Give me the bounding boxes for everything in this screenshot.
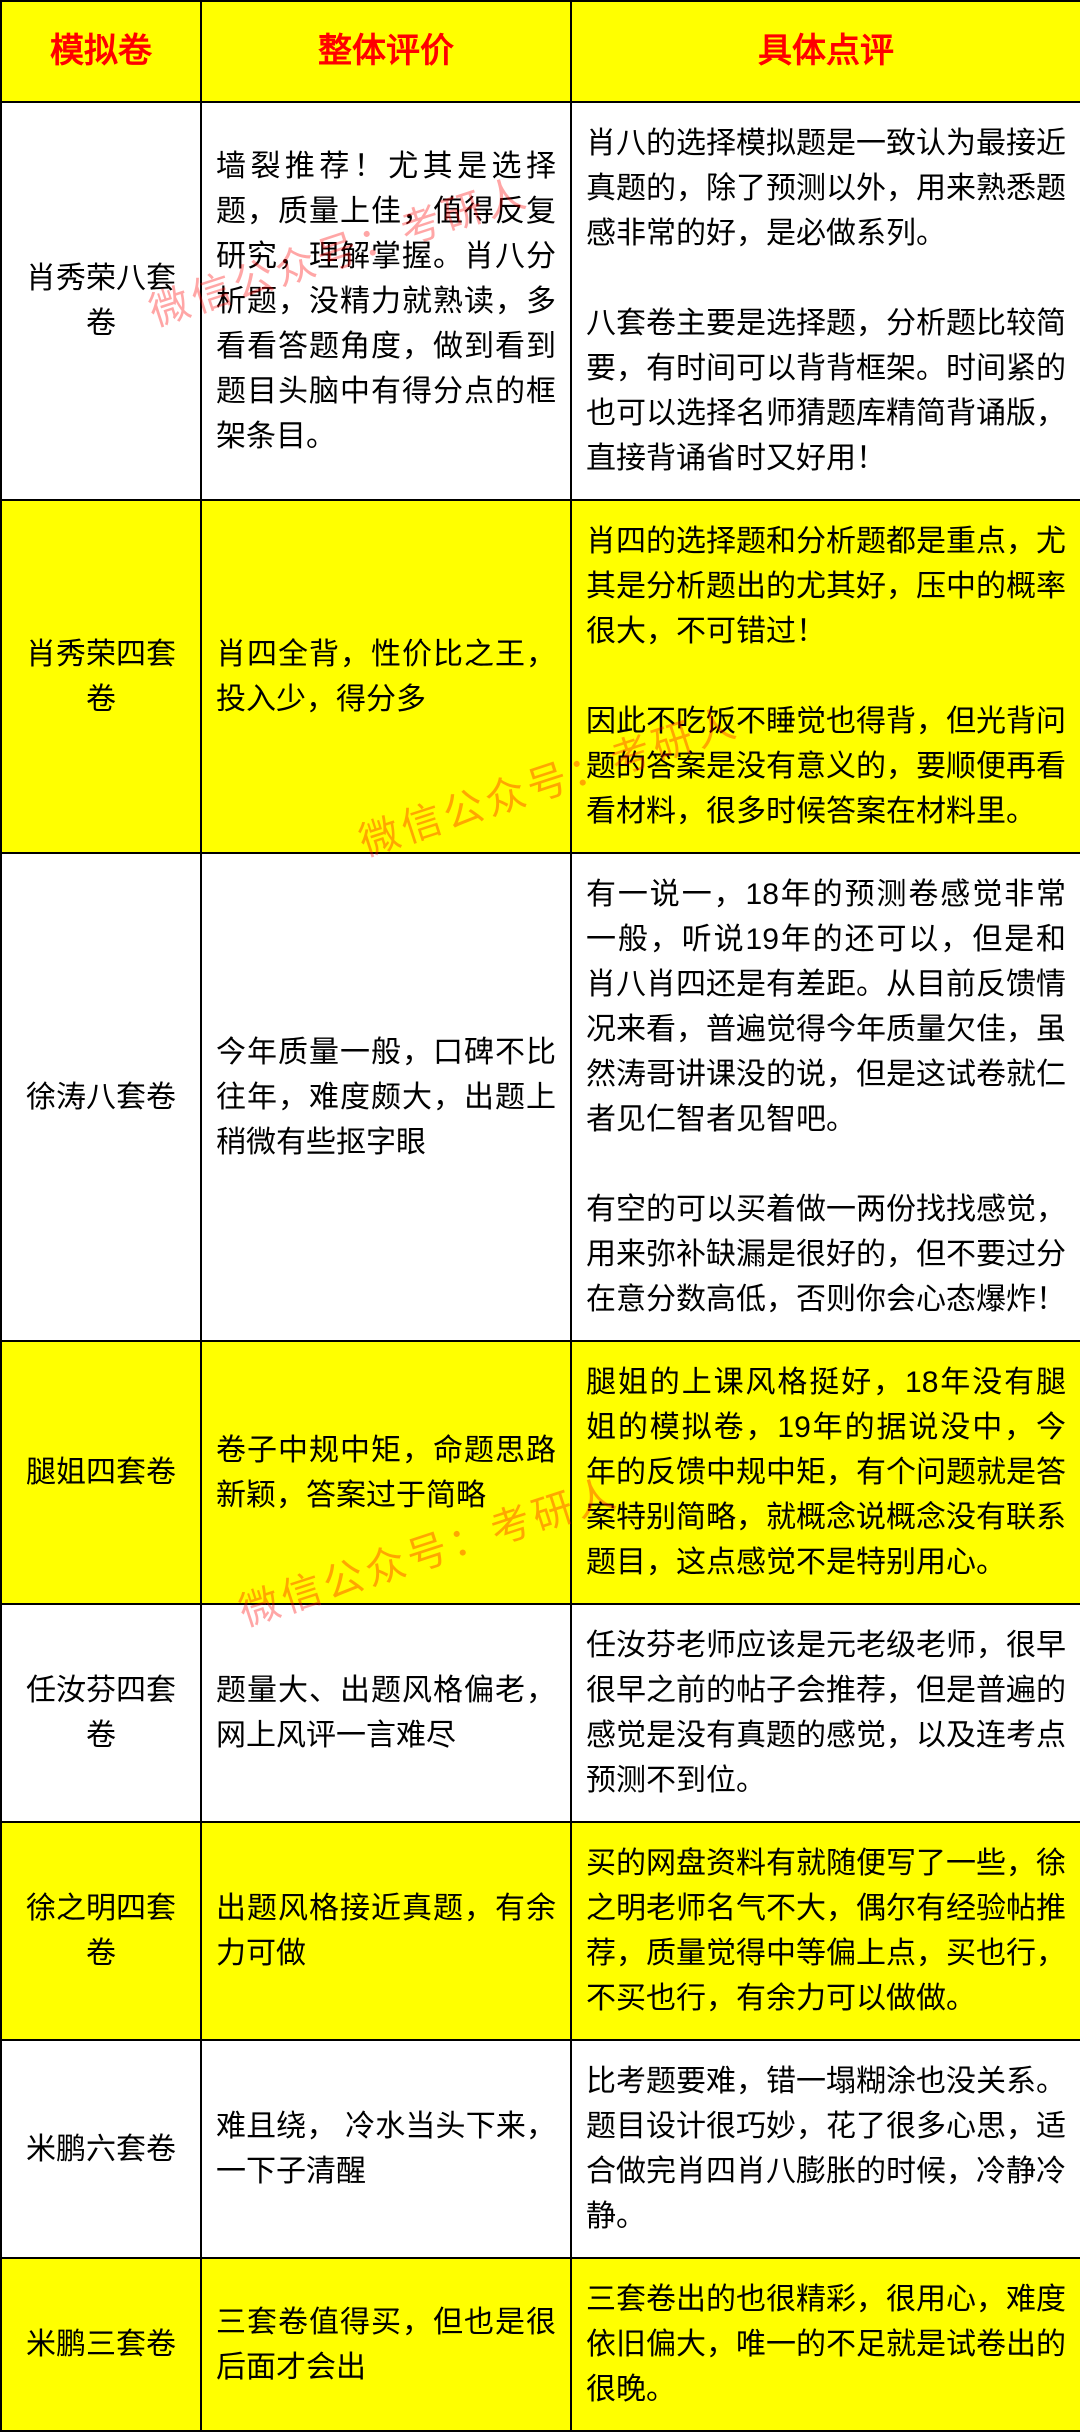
table-row: 米鹏六套卷难且绕， 冷水当头下来，一下子清醒比考题要难，错一塌糊涂也没关系。题目… [1,2040,1080,2258]
row-overall: 题量大、出题风格偏老，网上风评一言难尽 [201,1604,571,1822]
table-header-row: 模拟卷 整体评价 具体点评 [1,1,1080,102]
row-overall: 难且绕， 冷水当头下来，一下子清醒 [201,2040,571,2258]
row-overall: 卷子中规中矩，命题思路新颖，答案过于简略 [201,1341,571,1604]
row-name: 肖秀荣八套卷 [1,102,201,500]
row-detail: 买的网盘资料有就随便写了一些，徐之明老师名气不大，偶尔有经验帖推荐，质量觉得中等… [571,1822,1080,2040]
row-detail: 肖四的选择题和分析题都是重点，尤其是分析题出的尤其好，压中的概率很大，不可错过！… [571,500,1080,853]
row-detail: 任汝芬老师应该是元老级老师，很早很早之前的帖子会推荐，但是普遍的感觉是没有真题的… [571,1604,1080,1822]
row-detail: 有一说一，18年的预测卷感觉非常一般，听说19年的还可以，但是和肖八肖四还是有差… [571,853,1080,1341]
table-row: 肖秀荣八套卷墙裂推荐！尤其是选择题，质量上佳，值得反复研究，理解掌握。肖八分析题… [1,102,1080,500]
table-row: 腿姐四套卷卷子中规中矩，命题思路新颖，答案过于简略腿姐的上课风格挺好，18年没有… [1,1341,1080,1604]
header-overall: 整体评价 [201,1,571,102]
row-overall: 今年质量一般，口碑不比往年，难度颇大，出题上稍微有些抠字眼 [201,853,571,1341]
row-detail: 比考题要难，错一塌糊涂也没关系。题目设计很巧妙，花了很多心思，适合做完肖四肖八膨… [571,2040,1080,2258]
row-detail: 三套卷出的也很精彩，很用心，难度依旧偏大，唯一的不足就是试卷出的很晚。 [571,2258,1080,2431]
table-row: 米鹏三套卷三套卷值得买，但也是很后面才会出三套卷出的也很精彩，很用心，难度依旧偏… [1,2258,1080,2431]
table-row: 肖秀荣四套卷肖四全背，性价比之王，投入少，得分多肖四的选择题和分析题都是重点，尤… [1,500,1080,853]
header-name: 模拟卷 [1,1,201,102]
review-table: 模拟卷 整体评价 具体点评 肖秀荣八套卷墙裂推荐！尤其是选择题，质量上佳，值得反… [0,0,1080,2432]
row-overall: 墙裂推荐！尤其是选择题，质量上佳，值得反复研究，理解掌握。肖八分析题，没精力就熟… [201,102,571,500]
row-detail: 肖八的选择模拟题是一致认为最接近真题的，除了预测以外，用来熟悉题感非常的好，是必… [571,102,1080,500]
table-row: 徐之明四套卷出题风格接近真题，有余力可做买的网盘资料有就随便写了一些，徐之明老师… [1,1822,1080,2040]
row-overall: 三套卷值得买，但也是很后面才会出 [201,2258,571,2431]
row-name: 徐之明四套卷 [1,1822,201,2040]
table-row: 任汝芬四套卷题量大、出题风格偏老，网上风评一言难尽任汝芬老师应该是元老级老师，很… [1,1604,1080,1822]
row-overall: 出题风格接近真题，有余力可做 [201,1822,571,2040]
row-name: 米鹏六套卷 [1,2040,201,2258]
table-row: 徐涛八套卷今年质量一般，口碑不比往年，难度颇大，出题上稍微有些抠字眼有一说一，1… [1,853,1080,1341]
row-overall: 肖四全背，性价比之王，投入少，得分多 [201,500,571,853]
row-name: 腿姐四套卷 [1,1341,201,1604]
row-name: 徐涛八套卷 [1,853,201,1341]
row-name: 任汝芬四套卷 [1,1604,201,1822]
row-name: 米鹏三套卷 [1,2258,201,2431]
header-detail: 具体点评 [571,1,1080,102]
row-detail: 腿姐的上课风格挺好，18年没有腿姐的模拟卷，19年的据说没中，今年的反馈中规中矩… [571,1341,1080,1604]
row-name: 肖秀荣四套卷 [1,500,201,853]
